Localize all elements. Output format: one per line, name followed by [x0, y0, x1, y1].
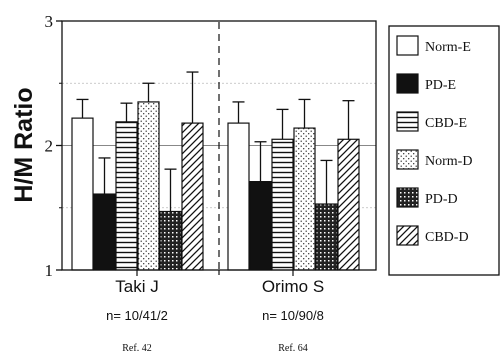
- legend-label-pd-e: PD-E: [425, 78, 456, 93]
- legend-label-cbd-d: CBD-D: [425, 230, 469, 245]
- y-axis-ticks: 1 2 3: [45, 12, 62, 280]
- bar-pd-d-taki-j: [159, 210, 182, 271]
- bar-cbd-e-orimo-s: [271, 138, 294, 271]
- y-tick-label: 1: [45, 261, 54, 280]
- legend-label-norm-e: Norm-E: [425, 40, 471, 55]
- category-ref-label: Ref. 42: [122, 343, 151, 354]
- legend-swatch-cbd-e: [396, 111, 419, 132]
- bar-norm-d-orimo-s: [293, 127, 316, 271]
- y-tick-label: 2: [45, 137, 54, 156]
- category-label: Taki J: [115, 277, 158, 296]
- category-n-label: n= 10/90/8: [262, 308, 324, 323]
- category-ref-label: Ref. 64: [278, 343, 307, 354]
- bar-cbd-d-orimo-s: [337, 138, 360, 271]
- bar-pd-e-taki-j: [93, 193, 116, 271]
- legend-swatch-pd-e: [396, 73, 419, 94]
- category-label: Orimo S: [262, 277, 324, 296]
- legend-swatch-norm-e: [396, 35, 419, 56]
- bars: [71, 101, 360, 271]
- bar-norm-e-taki-j: [71, 117, 94, 271]
- bar-cbd-e-taki-j: [115, 121, 138, 271]
- bar-norm-d-taki-j: [137, 101, 160, 271]
- bar-cbd-d-taki-j: [181, 122, 204, 271]
- legend-label-cbd-e: CBD-E: [425, 116, 467, 131]
- legend: Norm-E PD-E CBD-E Norm-D PD-D CBD-D: [388, 25, 500, 276]
- y-axis-label: H/M Ratio: [10, 87, 38, 202]
- legend-swatch-norm-d: [396, 149, 419, 170]
- legend-label-norm-d: Norm-D: [425, 154, 472, 169]
- legend-swatch-pd-d: [396, 187, 419, 208]
- bar-norm-e-orimo-s: [227, 122, 250, 271]
- bar-pd-e-orimo-s: [249, 181, 272, 271]
- error-bars: [76, 71, 355, 212]
- category-n-label: n= 10/41/2: [106, 308, 168, 323]
- x-axis-categories: Taki J n= 10/41/2 Ref. 42 Orimo S n= 10/90/8…: [106, 270, 324, 354]
- bar-pd-d-orimo-s: [315, 203, 338, 271]
- y-tick-label: 3: [45, 12, 54, 31]
- legend-label-pd-d: PD-D: [425, 192, 458, 207]
- legend-swatch-cbd-d: [396, 225, 419, 246]
